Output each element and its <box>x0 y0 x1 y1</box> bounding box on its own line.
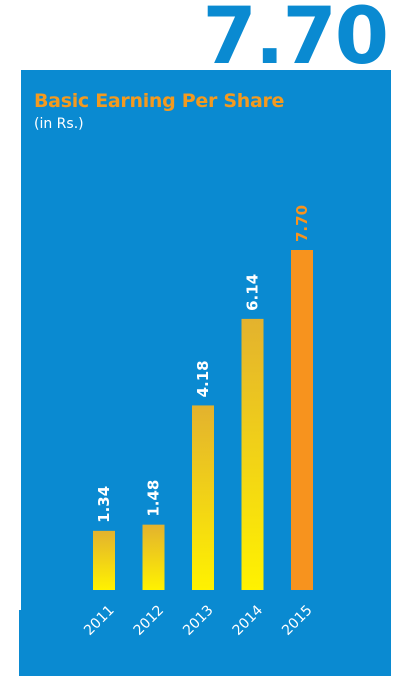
value-label-2014: 6.14 <box>244 274 262 311</box>
bar-2012 <box>142 524 165 590</box>
headline-value: 7.70 <box>202 0 389 82</box>
value-label-2013: 4.18 <box>194 360 212 397</box>
bar-2011 <box>93 530 115 590</box>
panel-edge-line <box>19 70 21 610</box>
x-tick-2014: 2014 <box>230 602 267 639</box>
bar-2014 <box>241 318 264 590</box>
chart-title: Basic Earning Per Share <box>34 90 285 112</box>
value-label-2012: 1.48 <box>145 480 163 517</box>
x-tick-2015: 2015 <box>279 602 316 639</box>
bar-2013 <box>192 405 214 590</box>
x-tick-2012: 2012 <box>131 602 168 639</box>
chart-subtitle: (in Rs.) <box>34 116 84 132</box>
value-label-2015: 7.70 <box>293 205 311 242</box>
bar-2015 <box>291 250 313 590</box>
x-tick-2013: 2013 <box>180 602 217 639</box>
x-tick-2011: 2011 <box>81 602 118 639</box>
value-label-2011: 1.34 <box>95 486 113 523</box>
